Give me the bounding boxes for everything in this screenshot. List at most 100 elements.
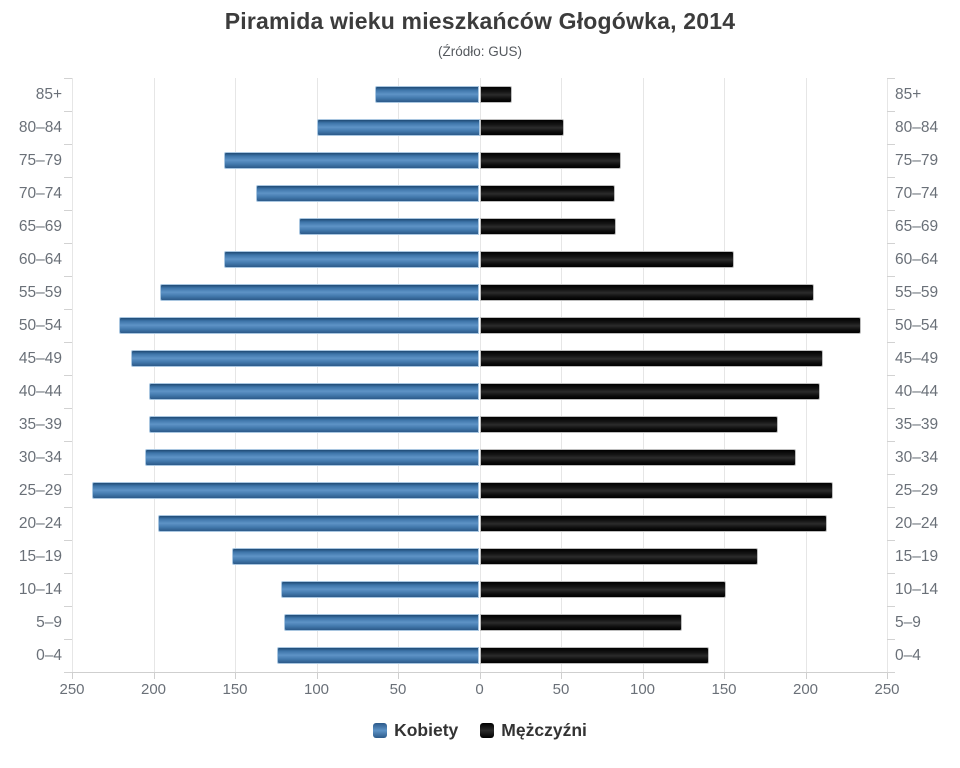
age-label-right-60–64: 60–64 — [895, 251, 939, 268]
axis-tick — [64, 441, 72, 442]
x-axis-label-0: 250 — [59, 681, 85, 698]
bar-kobiety-85+[interactable] — [375, 86, 480, 103]
pyramid-row-75–79 — [72, 144, 887, 177]
legend-item-kobiety[interactable]: Kobiety — [373, 720, 458, 741]
bar-mezczyzni-0–4[interactable] — [479, 647, 710, 664]
bar-kobiety-50–54[interactable] — [119, 317, 480, 334]
gridline — [72, 78, 73, 672]
axis-tick — [64, 144, 72, 145]
bar-mezczyzni-85+[interactable] — [479, 86, 513, 103]
age-label-right-65–69: 65–69 — [895, 218, 939, 235]
bar-kobiety-80–84[interactable] — [316, 119, 480, 136]
bar-mezczyzni-55–59[interactable] — [479, 284, 814, 301]
gridline — [561, 78, 562, 672]
age-label-left-20–24: 20–24 — [18, 515, 62, 532]
bar-mezczyzni-80–84[interactable] — [479, 119, 565, 136]
x-axis-label-1: 200 — [140, 681, 167, 698]
pyramid-row-25–29 — [72, 474, 887, 507]
bar-mezczyzni-15–19[interactable] — [479, 548, 759, 565]
age-label-left-50–54: 50–54 — [18, 317, 62, 334]
age-label-left-5–9: 5–9 — [36, 614, 62, 631]
gridline — [235, 78, 236, 672]
x-axis-tick — [235, 673, 236, 679]
bar-kobiety-70–74[interactable] — [256, 185, 480, 202]
x-axis-tick — [642, 673, 644, 679]
bar-mezczyzni-65–69[interactable] — [479, 218, 617, 235]
x-axis-tick — [153, 673, 155, 679]
kobiety-swatch-icon — [373, 723, 388, 738]
bar-kobiety-55–59[interactable] — [160, 284, 480, 301]
age-label-right-15–19: 15–19 — [895, 548, 939, 565]
age-label-left-15–19: 15–19 — [18, 548, 62, 565]
bar-mezczyzni-70–74[interactable] — [479, 185, 615, 202]
age-label-right-40–44: 40–44 — [895, 383, 939, 400]
age-label-left-65–69: 65–69 — [18, 218, 62, 235]
age-label-right-20–24: 20–24 — [895, 515, 939, 532]
pyramid-row-20–24 — [72, 507, 887, 540]
age-label-right-50–54: 50–54 — [895, 317, 939, 334]
axis-tick — [887, 672, 895, 673]
axis-tick — [64, 375, 72, 376]
axis-tick — [887, 276, 895, 277]
bar-kobiety-20–24[interactable] — [158, 515, 480, 532]
axis-tick — [64, 672, 72, 673]
bar-mezczyzni-45–49[interactable] — [479, 350, 824, 367]
age-axis-left: 85+ 80–84 75–79 70–74 65–69 60–64 55–59 50–54 45… — [0, 78, 62, 672]
bar-mezczyzni-60–64[interactable] — [479, 251, 734, 268]
bar-mezczyzni-50–54[interactable] — [479, 317, 861, 334]
bar-kobiety-40–44[interactable] — [148, 383, 480, 400]
axis-tick — [887, 639, 895, 640]
bar-kobiety-60–64[interactable] — [223, 251, 480, 268]
bar-mezczyzni-20–24[interactable] — [479, 515, 827, 532]
bar-kobiety-25–29[interactable] — [91, 482, 480, 499]
bar-kobiety-75–79[interactable] — [223, 152, 480, 169]
x-axis-tick — [398, 673, 399, 679]
axis-tick — [887, 210, 895, 211]
pyramid-row-10–14 — [72, 573, 887, 606]
x-axis-label-8: 150 — [711, 681, 737, 698]
axis-tick — [887, 573, 895, 574]
axis-tick — [64, 177, 72, 178]
legend-item-mezczyzni[interactable]: Mężczyźni — [480, 720, 587, 741]
bar-kobiety-65–69[interactable] — [298, 218, 480, 235]
bar-mezczyzni-40–44[interactable] — [479, 383, 821, 400]
bar-kobiety-35–39[interactable] — [148, 416, 480, 433]
axis-tick — [887, 408, 895, 409]
age-label-right-35–39: 35–39 — [895, 416, 939, 433]
axis-tick — [64, 474, 72, 475]
bar-mezczyzni-35–39[interactable] — [479, 416, 778, 433]
bar-kobiety-0–4[interactable] — [277, 647, 480, 664]
legend: Kobiety Mężczyźni — [0, 720, 960, 741]
bar-mezczyzni-30–34[interactable] — [479, 449, 796, 466]
bar-kobiety-15–19[interactable] — [231, 548, 480, 565]
age-label-left-35–39: 35–39 — [18, 416, 62, 433]
age-label-right-10–14: 10–14 — [895, 581, 939, 598]
age-label-right-45–49: 45–49 — [895, 350, 939, 367]
axis-tick — [887, 78, 895, 79]
gridline — [805, 78, 807, 672]
bar-kobiety-5–9[interactable] — [283, 614, 480, 631]
bar-mezczyzni-75–79[interactable] — [479, 152, 622, 169]
age-axis-right: 85+ 80–84 75–79 70–74 65–69 60–64 55–59 50–54 45… — [895, 78, 960, 672]
chart-subtitle: (Źródło: GUS) — [437, 44, 522, 59]
axis-tick — [64, 342, 72, 343]
axis-tick — [64, 78, 72, 79]
axis-tick — [887, 507, 895, 508]
bar-mezczyzni-5–9[interactable] — [479, 614, 682, 631]
age-label-left-75–79: 75–79 — [18, 152, 62, 169]
pyramid-row-55–59 — [72, 276, 887, 309]
bar-kobiety-10–14[interactable] — [280, 581, 480, 598]
axis-tick — [887, 144, 895, 145]
bar-mezczyzni-10–14[interactable] — [479, 581, 726, 598]
age-label-left-60–64: 60–64 — [18, 251, 62, 268]
pyramid-row-70–74 — [72, 177, 887, 210]
age-label-right-0–4: 0–4 — [895, 647, 921, 664]
pyramid-row-0–4 — [72, 639, 887, 672]
axis-tick — [887, 540, 895, 541]
bar-mezczyzni-25–29[interactable] — [479, 482, 834, 499]
pyramid-row-15–19 — [72, 540, 887, 573]
bar-kobiety-45–49[interactable] — [130, 350, 480, 367]
axis-tick — [64, 540, 72, 541]
x-axis-label-4: 50 — [389, 681, 407, 698]
bar-kobiety-30–34[interactable] — [145, 449, 480, 466]
